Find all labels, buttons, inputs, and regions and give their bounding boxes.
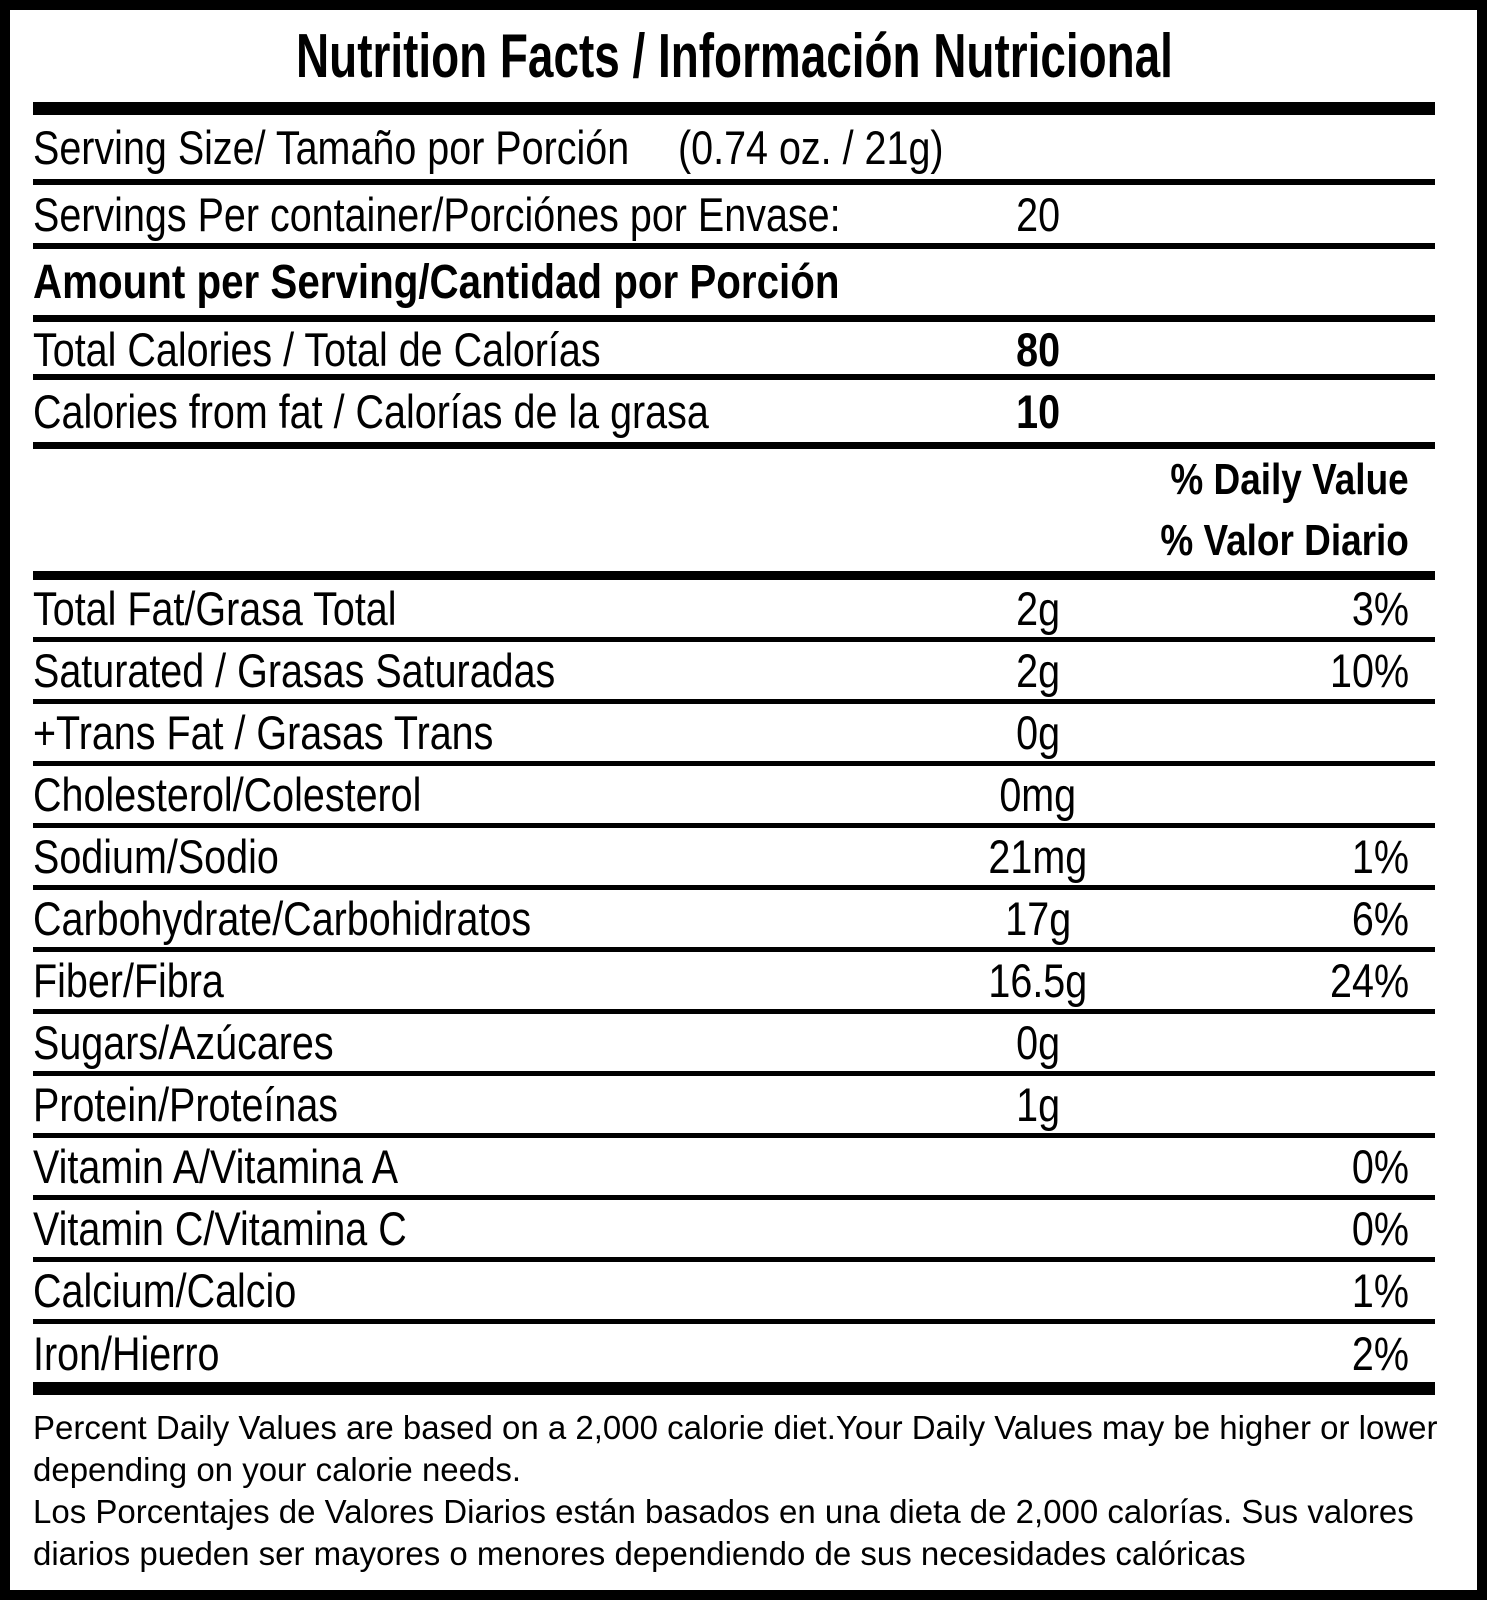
separator-rule — [33, 243, 1435, 249]
row-carbohydrate: Carbohydrate/Carbohidratos 17g 6% — [33, 890, 1435, 947]
serving-size-value: (0.74 oz. / 21g) — [678, 120, 944, 174]
separator-rule — [33, 1009, 1435, 1014]
separator-rule — [33, 699, 1435, 704]
label-title-row: Nutrition Facts / Información Nutriciona… — [33, 10, 1435, 102]
row-vitamin-a: Vitamin A/Vitamina A 0% — [33, 1138, 1435, 1195]
nutrient-label: Vitamin C/Vitamina C — [33, 1202, 407, 1255]
separator-rule — [33, 1133, 1435, 1138]
row-sugars: Sugars/Azúcares 0g — [33, 1014, 1435, 1071]
nutrient-label: Vitamin A/Vitamina A — [33, 1140, 399, 1193]
nutrient-daily-value: 1% — [1351, 830, 1409, 883]
nutrient-daily-value: 0% — [1351, 1140, 1409, 1193]
nutrient-label: Total Fat/Grasa Total — [33, 582, 397, 635]
nutrient-label: Iron/Hierro — [33, 1326, 220, 1380]
amount-per-serving-header: Amount per Serving/Cantidad por Porción — [33, 255, 840, 309]
nutrient-label: Sugars/Azúcares — [33, 1016, 334, 1069]
nutrient-daily-value: 10% — [1329, 644, 1409, 697]
label-title: Nutrition Facts / Información Nutriciona… — [295, 21, 1173, 91]
nutrient-amount: 16.5g — [988, 954, 1088, 1007]
nutrient-label: Saturated / Grasas Saturadas — [33, 644, 556, 697]
row-cholesterol: Cholesterol/Colesterol 0mg — [33, 766, 1435, 823]
servings-per-container-label: Servings Per container/Porciónes por Env… — [33, 187, 841, 241]
row-sodium: Sodium/Sodio 21mg 1% — [33, 828, 1435, 885]
nutrient-amount: 2g — [1016, 644, 1060, 697]
separator-rule — [33, 179, 1435, 185]
nutrient-daily-value: 24% — [1329, 954, 1409, 1007]
row-saturated-fat: Saturated / Grasas Saturadas 2g 10% — [33, 642, 1435, 699]
nutrient-label: Carbohydrate/Carbohidratos — [33, 892, 532, 945]
footnote: Percent Daily Values are based on a 2,00… — [33, 1395, 1463, 1575]
separator-rule — [33, 885, 1435, 890]
calories-from-fat-value: 10 — [1016, 384, 1060, 438]
nutrient-label: Protein/Proteínas — [33, 1078, 339, 1131]
servings-per-container-value: 20 — [1016, 187, 1060, 241]
separator-rule — [33, 823, 1435, 828]
nutrient-amount: 1g — [1016, 1078, 1060, 1131]
row-protein: Protein/Proteínas 1g — [33, 1076, 1435, 1133]
total-calories-label: Total Calories / Total de Calorías — [33, 323, 601, 376]
separator-rule — [33, 374, 1435, 380]
separator-rule — [33, 1319, 1435, 1324]
row-calories-from-fat: Calories from fat / Calorías de la grasa… — [33, 380, 1435, 442]
row-calcium: Calcium/Calcio 1% — [33, 1262, 1435, 1319]
separator-rule — [33, 1071, 1435, 1076]
row-fiber: Fiber/Fibra 16.5g 24% — [33, 952, 1435, 1009]
separator-rule — [33, 315, 1435, 322]
row-vitamin-c: Vitamin C/Vitamina C 0% — [33, 1200, 1435, 1257]
nutrient-daily-value: 0% — [1351, 1202, 1409, 1255]
serving-size-row: Serving Size/ Tamaño por Porción (0.74 o… — [33, 115, 1435, 179]
row-total-fat: Total Fat/Grasa Total 2g 3% — [33, 580, 1435, 637]
separator-rule — [33, 1257, 1435, 1262]
separator-rule — [33, 442, 1435, 449]
nutrient-amount: 0g — [1016, 1016, 1060, 1069]
nutrient-daily-value: 2% — [1351, 1326, 1409, 1380]
title-separator-bar — [33, 102, 1435, 115]
nutrient-amount: 0g — [1016, 706, 1060, 759]
row-iron: Iron/Hierro 2% — [33, 1324, 1435, 1382]
separator-rule — [33, 947, 1435, 952]
nutrient-label: Calcium/Calcio — [33, 1264, 297, 1317]
nutrient-label: +Trans Fat / Grasas Trans — [33, 706, 494, 759]
nutrient-amount: 0mg — [999, 768, 1077, 821]
daily-value-header-es: % Valor Diario — [1160, 515, 1409, 565]
row-total-calories: Total Calories / Total de Calorías 80 — [33, 322, 1435, 376]
nutrient-amount: 17g — [1005, 892, 1071, 945]
nutrient-label: Cholesterol/Colesterol — [33, 768, 422, 821]
serving-size-label: Serving Size/ Tamaño por Porción — [33, 120, 630, 174]
nutrient-label: Sodium/Sodio — [33, 830, 279, 883]
servings-per-container-row: Servings Per container/Porciónes por Env… — [33, 185, 1435, 243]
footnote-en: Percent Daily Values are based on a 2,00… — [33, 1409, 1438, 1488]
daily-value-header-en: % Daily Value — [1170, 454, 1409, 504]
nutrient-daily-value: 1% — [1351, 1264, 1409, 1317]
nutrient-amount: 2g — [1016, 582, 1060, 635]
separator-rule — [33, 761, 1435, 766]
amount-per-serving-header-row: Amount per Serving/Cantidad por Porción — [33, 249, 1435, 315]
separator-rule — [33, 637, 1435, 642]
footer-separator-bar — [33, 1382, 1435, 1395]
nutrient-amount: 21mg — [988, 830, 1088, 883]
nutrient-daily-value: 6% — [1351, 892, 1409, 945]
calories-from-fat-label: Calories from fat / Calorías de la grasa — [33, 384, 709, 438]
row-trans-fat: +Trans Fat / Grasas Trans 0g — [33, 704, 1435, 761]
daily-value-header: % Daily Value % Valor Diario — [33, 449, 1435, 571]
separator-rule — [33, 1195, 1435, 1200]
separator-rule — [33, 571, 1435, 580]
nutrient-label: Fiber/Fibra — [33, 954, 224, 1007]
nutrient-daily-value: 3% — [1351, 582, 1409, 635]
total-calories-value: 80 — [1016, 323, 1060, 376]
footnote-es: Los Porcentajes de Valores Diarios están… — [33, 1493, 1414, 1572]
